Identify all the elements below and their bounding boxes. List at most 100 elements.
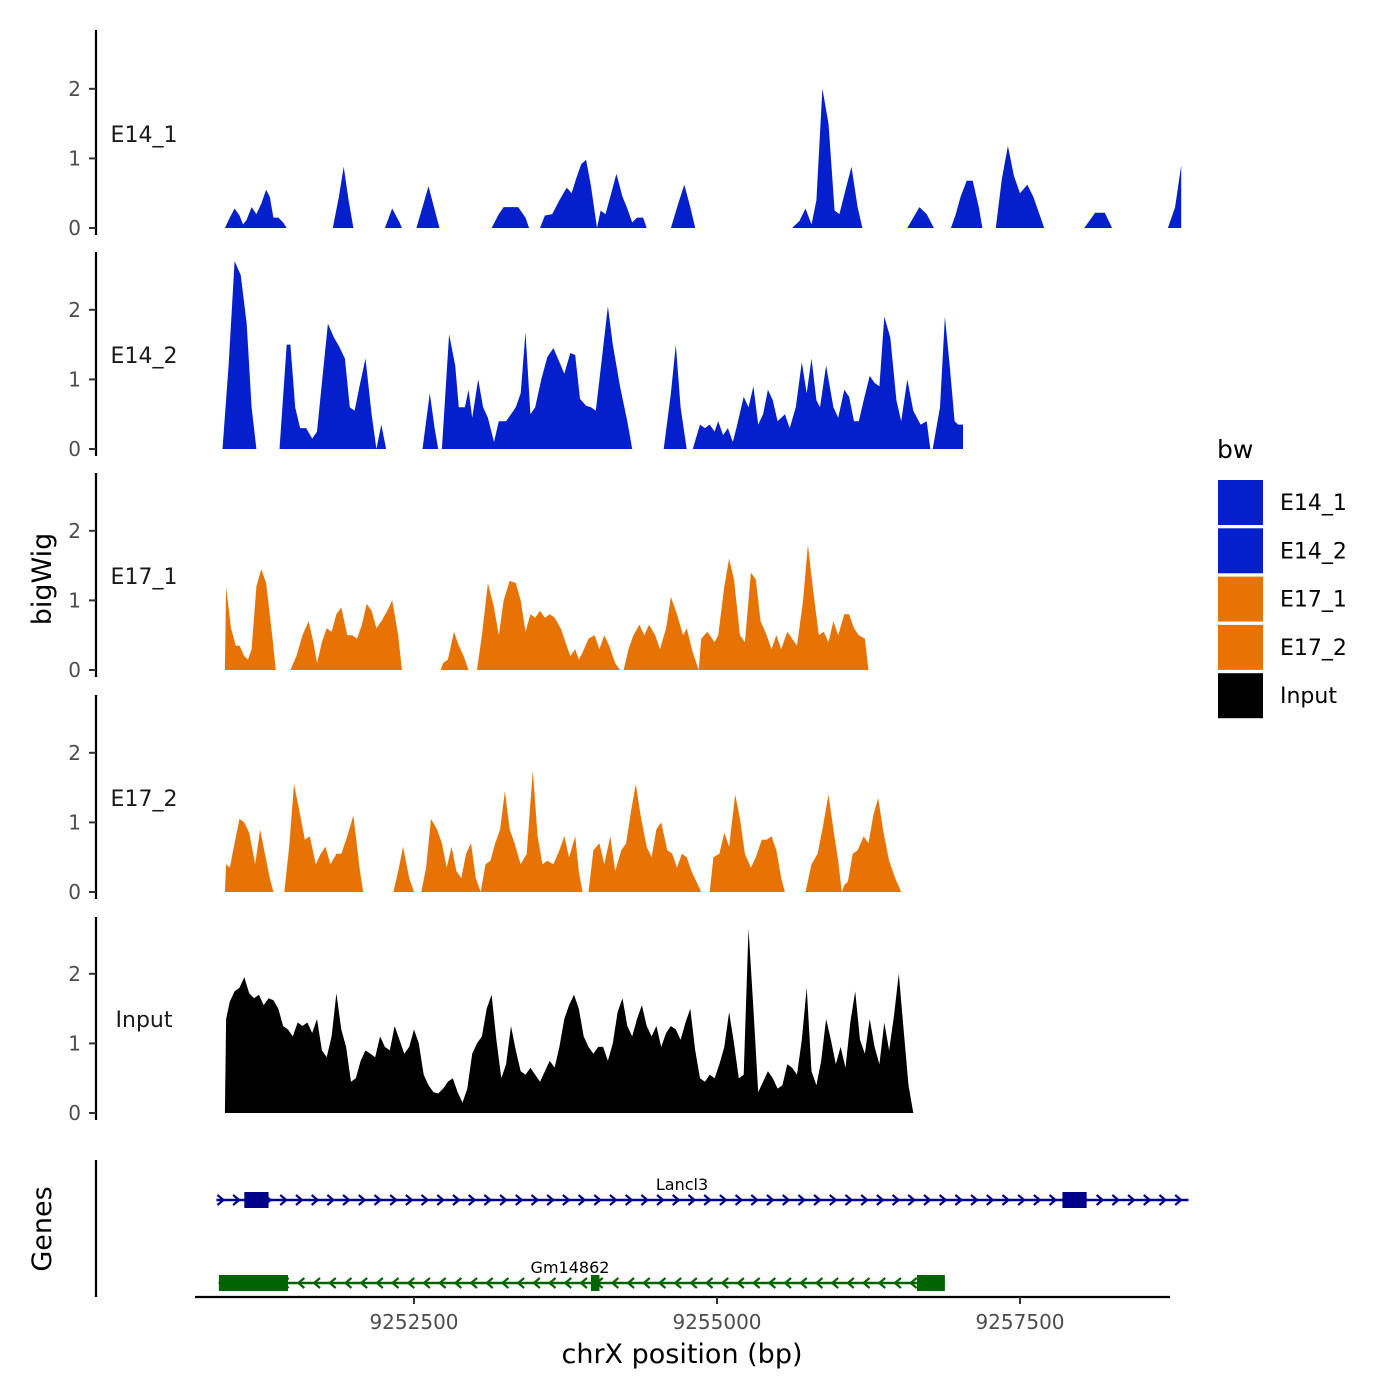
area-E14_1-3 [416, 186, 440, 228]
strand-arrow-Gm14862 [343, 1277, 353, 1289]
strand-arrow-Lancl3 [1174, 1194, 1183, 1206]
strand-arrow-Lancl3 [766, 1194, 775, 1206]
strand-arrow-Lancl3 [467, 1194, 477, 1206]
legend-title: bw [1217, 435, 1253, 464]
area-E17_2-1 [284, 784, 364, 892]
legend-label-Input: Input [1280, 684, 1337, 709]
strand-arrow-Lancl3 [1095, 1194, 1105, 1206]
track-label-E17_1: E17_1 [111, 565, 178, 590]
exon-Gm14862-0 [218, 1275, 288, 1291]
y-tick-label-E17_1-2: 2 [68, 519, 81, 543]
strand-arrow-Lancl3 [891, 1194, 901, 1206]
strand-arrow-Gm14862 [908, 1277, 918, 1289]
strand-arrow-Lancl3 [734, 1194, 744, 1206]
area-E14_2-3 [441, 306, 633, 449]
x-tick-label-9255000: 9255000 [672, 1310, 761, 1334]
strand-arrow-Lancl3 [562, 1194, 571, 1206]
track-label-E14_1: E14_1 [111, 123, 178, 148]
strand-arrow-Lancl3 [1001, 1194, 1011, 1206]
gene-Gm14862: Gm14862 [218, 1258, 945, 1291]
exon-Gm14862-2 [916, 1275, 945, 1291]
strand-arrow-Lancl3 [829, 1194, 838, 1206]
legend-label-E14_2: E14_2 [1280, 539, 1347, 564]
y-tick-label-Input-2: 2 [68, 962, 81, 986]
strand-arrow-Gm14862 [783, 1277, 792, 1289]
track-label-E17_2: E17_2 [111, 787, 178, 812]
strand-arrow-Lancl3 [986, 1194, 995, 1206]
track-label-E14_2: E14_2 [111, 344, 178, 369]
strand-arrow-Gm14862 [626, 1277, 635, 1289]
genes-axis-title: Genes [27, 1186, 58, 1271]
strand-arrow-Gm14862 [704, 1277, 714, 1289]
area-E14_1-7 [792, 88, 863, 228]
legend-key-E17_2 [1216, 622, 1265, 672]
strand-arrow-Lancl3 [358, 1194, 367, 1206]
strand-arrow-Lancl3 [310, 1194, 320, 1206]
area-E14_2-4 [663, 344, 687, 449]
strand-arrow-Gm14862 [453, 1277, 463, 1289]
area-E14_1-6 [670, 184, 696, 228]
legend-key-E14_2 [1216, 526, 1265, 576]
area-E17_1-1 [290, 600, 402, 670]
strand-arrow-Lancl3 [703, 1194, 712, 1206]
legend-key-Input [1216, 671, 1265, 721]
strand-arrow-Gm14862 [359, 1277, 368, 1289]
strand-arrow-Lancl3 [295, 1194, 304, 1206]
strand-arrow-Lancl3 [326, 1194, 336, 1206]
strand-arrow-Lancl3 [389, 1194, 398, 1206]
strand-arrow-Lancl3 [640, 1194, 650, 1206]
strand-arrow-Lancl3 [938, 1194, 948, 1206]
y-tick-label-E14_1-1: 1 [68, 146, 81, 170]
track-Input: 0 1 2 Input [68, 917, 914, 1125]
strand-arrow-Lancl3 [876, 1194, 885, 1206]
strand-arrow-Gm14862 [485, 1277, 494, 1289]
strand-arrow-Gm14862 [437, 1277, 447, 1289]
track-label-Input: Input [116, 1008, 173, 1033]
area-E17_2-3 [421, 770, 583, 892]
area-E14_1-1 [332, 166, 354, 228]
strand-arrow-Gm14862 [893, 1277, 902, 1289]
area-E14_2-0 [222, 261, 257, 449]
y-tick-label-Input-0: 0 [68, 1101, 81, 1125]
strand-arrow-Lancl3 [546, 1194, 555, 1206]
strand-arrow-Gm14862 [500, 1277, 510, 1289]
area-E14_2-2 [422, 393, 439, 449]
strand-arrow-Lancl3 [954, 1194, 964, 1206]
strand-arrow-Lancl3 [436, 1194, 445, 1206]
strand-arrow-Gm14862 [751, 1277, 761, 1289]
gene-Lancl3: Lancl3 [216, 1175, 1189, 1208]
strand-arrow-Gm14862 [736, 1277, 745, 1289]
strand-arrow-Gm14862 [799, 1277, 808, 1289]
strand-arrow-Lancl3 [1048, 1194, 1058, 1206]
strand-arrow-Lancl3 [860, 1194, 869, 1206]
strand-arrow-Gm14862 [563, 1277, 572, 1289]
strand-arrow-Gm14862 [877, 1277, 886, 1289]
area-E14_1-2 [384, 208, 402, 228]
strand-arrow-Lancl3 [405, 1194, 414, 1206]
strand-arrow-Gm14862 [469, 1277, 478, 1289]
strand-arrow-Gm14862 [767, 1277, 777, 1289]
y-tick-label-E14_1-2: 2 [68, 77, 81, 101]
strand-arrow-Gm14862 [846, 1277, 855, 1289]
strand-arrow-Lancl3 [750, 1194, 759, 1206]
area-E17_1-3 [477, 580, 620, 670]
y-tick-label-E17_1-0: 0 [68, 658, 81, 682]
y-tick-label-E17_1-1: 1 [68, 588, 81, 612]
strand-arrow-Lancl3 [515, 1194, 524, 1206]
strand-arrow-Gm14862 [328, 1277, 337, 1289]
strand-arrow-Gm14862 [312, 1277, 321, 1289]
genes-layer: Lancl3 Gm14862 [94, 1160, 1189, 1297]
strand-arrow-Gm14862 [814, 1277, 824, 1289]
exon-Gm14862-1 [590, 1275, 600, 1291]
strand-arrow-Gm14862 [657, 1277, 667, 1289]
strand-arrow-Lancl3 [1017, 1194, 1026, 1206]
strand-arrow-Lancl3 [844, 1194, 854, 1206]
y-tick-label-Input-1: 1 [68, 1031, 81, 1055]
y-tick-label-E14_2-0: 0 [68, 437, 81, 461]
strand-arrow-Lancl3 [970, 1194, 979, 1206]
x-tick-label-9257500: 9257500 [975, 1310, 1064, 1334]
y-tick-label-E17_2-2: 2 [68, 741, 81, 765]
area-E17_1-2 [440, 631, 469, 670]
area-E17_1-4 [623, 544, 869, 670]
strand-arrow-Gm14862 [422, 1277, 431, 1289]
